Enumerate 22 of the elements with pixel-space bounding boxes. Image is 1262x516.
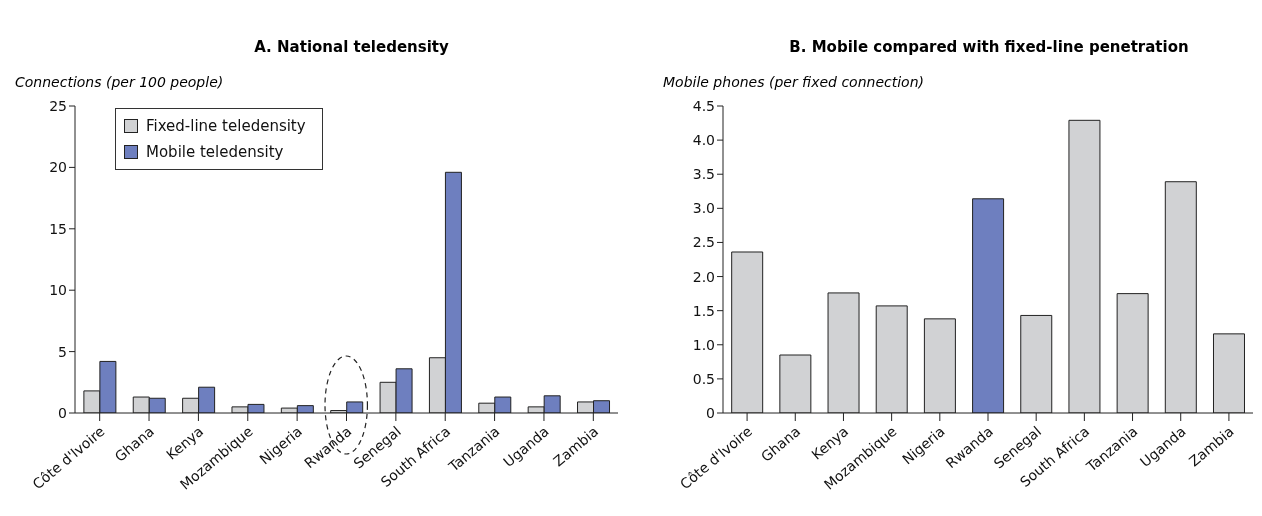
y-axis-title: Mobile phones (per fixed connection) xyxy=(662,74,925,92)
chart-title: B. Mobile compared with fixed-line penetration xyxy=(788,38,1190,58)
chart-title: A. National teledensity xyxy=(253,38,450,58)
y-tick-label: 2.0 xyxy=(692,268,715,285)
y-tick-label: 0.5 xyxy=(692,370,715,387)
y-tick-label: 1.5 xyxy=(692,302,715,319)
y-tick-label: 25 xyxy=(49,97,67,114)
y-tick-label: 3.5 xyxy=(692,166,715,183)
y-tick-label: 15 xyxy=(49,220,67,237)
legend-label: Mobile teledensity xyxy=(146,142,284,163)
y-tick-label: 10 xyxy=(49,282,67,299)
y-tick-label: 0 xyxy=(58,404,67,421)
y-tick-label: 3.0 xyxy=(692,200,715,217)
y-tick-label: 1.0 xyxy=(692,336,715,353)
y-tick-label: 4.0 xyxy=(692,132,715,149)
y-tick-label: 5 xyxy=(58,343,67,360)
legend-label: Fixed-line teledensity xyxy=(146,116,306,137)
y-tick-label: 20 xyxy=(49,159,67,176)
y-tick-label: 2.5 xyxy=(692,234,715,251)
y-axis-title: Connections (per 100 people) xyxy=(14,74,225,92)
y-tick-label: 0 xyxy=(706,404,715,421)
y-tick-label: 4.5 xyxy=(692,97,715,114)
